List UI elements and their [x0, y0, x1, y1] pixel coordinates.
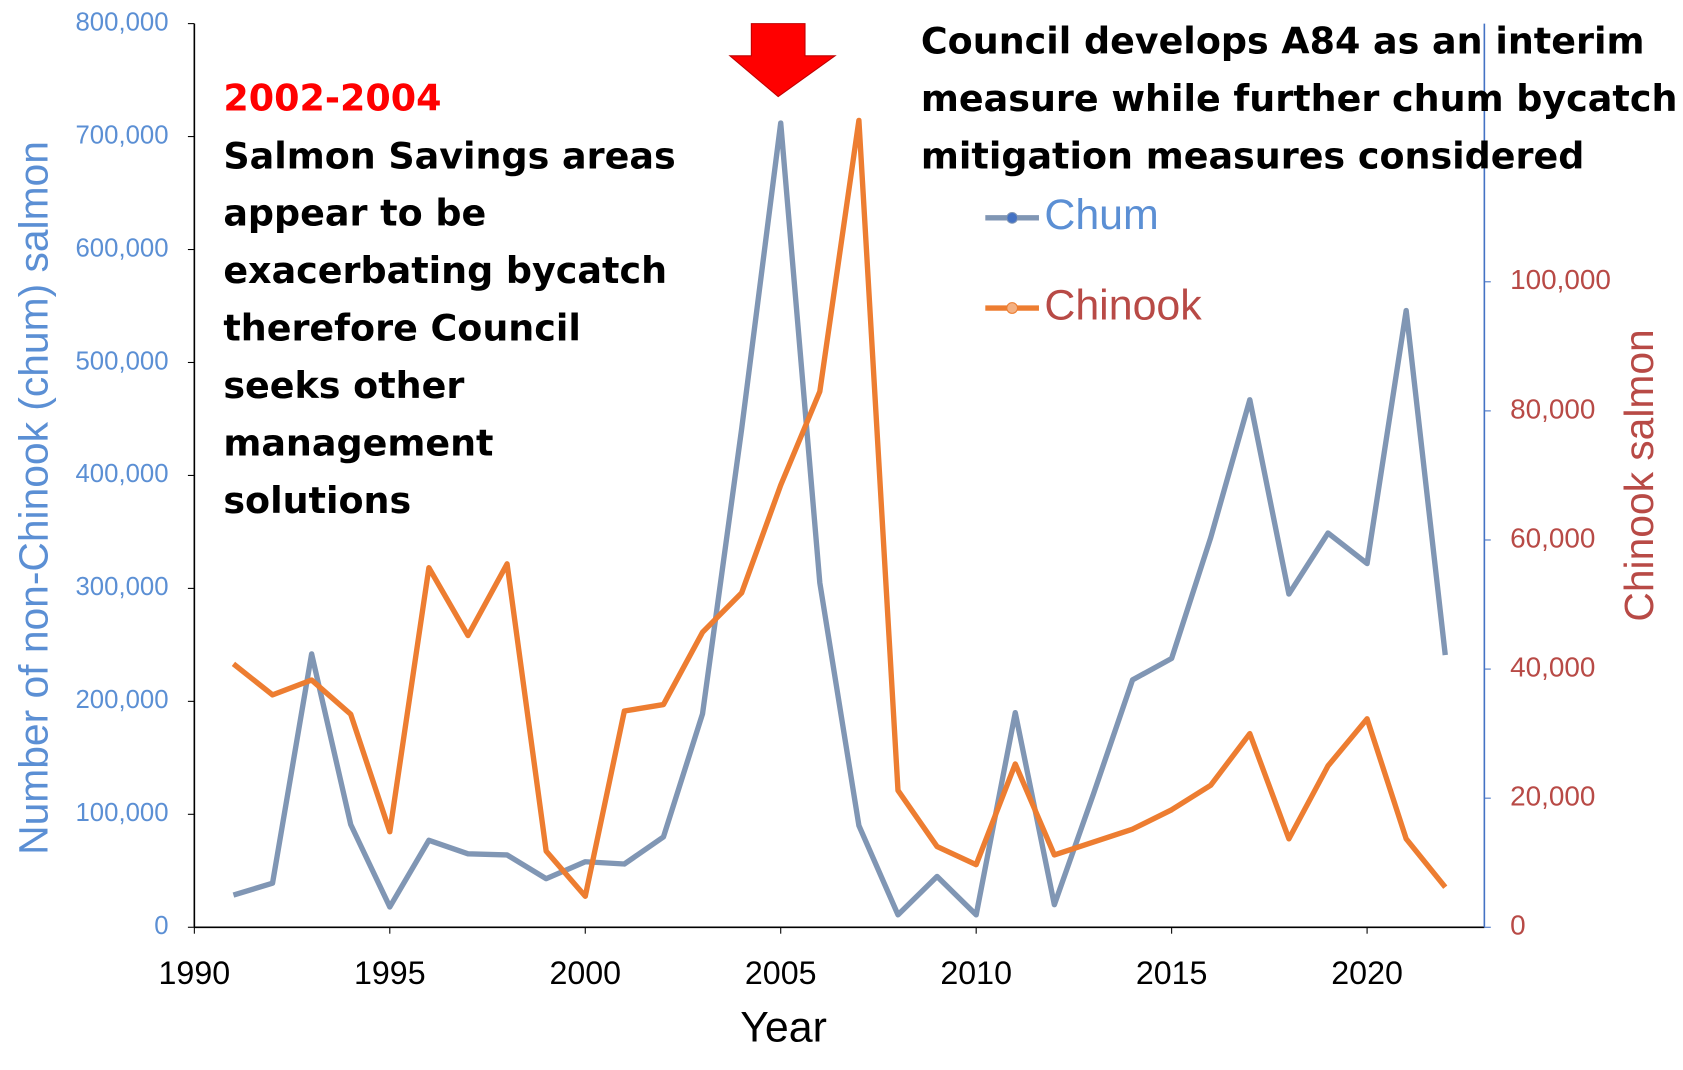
x-tick-label: 2020	[1331, 955, 1403, 991]
x-tick-label: 1995	[354, 955, 426, 991]
x-tick-label: 2000	[549, 955, 621, 991]
y2-tick-label: 0	[1510, 910, 1526, 941]
legend-marker	[1006, 211, 1019, 224]
x-tick-label: 2015	[1136, 955, 1208, 991]
y-tick-label: 100,000	[75, 799, 168, 827]
y-tick-label: 200,000	[75, 686, 168, 714]
series-line	[231, 117, 1448, 899]
annotation: appear to be	[223, 192, 486, 235]
legend-label: Chinook	[1044, 281, 1202, 329]
y2-tick-label: 80,000	[1510, 393, 1595, 424]
annotation: measure while further chum bycatch	[921, 77, 1678, 120]
annotation: seeks other	[223, 364, 464, 407]
y-tick-label: 500,000	[75, 347, 168, 375]
annotation: Salmon Savings areas	[223, 134, 675, 177]
x-axis-label: Year	[740, 1004, 827, 1052]
y-axis-label: Number of non-Chinook (chum) salmon	[10, 141, 56, 855]
series-line	[232, 120, 1448, 918]
arrow	[728, 23, 837, 98]
y-tick-label: 700,000	[75, 121, 168, 149]
y-tick-label: 300,000	[75, 573, 168, 601]
x-tick-label: 2010	[940, 955, 1012, 991]
annotation: solutions	[223, 479, 411, 522]
annotation: therefore Council	[223, 307, 581, 350]
x-tick-label: 1990	[159, 955, 231, 991]
y-tick-label: 0	[154, 912, 168, 940]
y-tick-label: 600,000	[75, 234, 168, 262]
legend-label: Chum	[1044, 191, 1158, 239]
y2-tick-label: 20,000	[1510, 781, 1595, 812]
y2-tick-label: 40,000	[1510, 651, 1595, 682]
y2-tick-label: 100,000	[1510, 264, 1611, 295]
y-tick-label: 400,000	[75, 460, 168, 488]
annotation: Council develops A84 as an interim	[921, 19, 1645, 62]
annotation: mitigation measures considered	[921, 134, 1584, 177]
y-tick-label: 800,000	[75, 8, 168, 36]
annotation: 2002-2004	[223, 76, 441, 119]
annotation: management	[223, 421, 493, 464]
annotation: exacerbating bycatch	[223, 249, 667, 292]
y2-axis-label: Chinook salmon	[1616, 329, 1662, 621]
legend-marker	[1006, 302, 1019, 314]
x-tick-label: 2005	[745, 955, 817, 991]
y2-tick-label: 60,000	[1510, 522, 1595, 553]
